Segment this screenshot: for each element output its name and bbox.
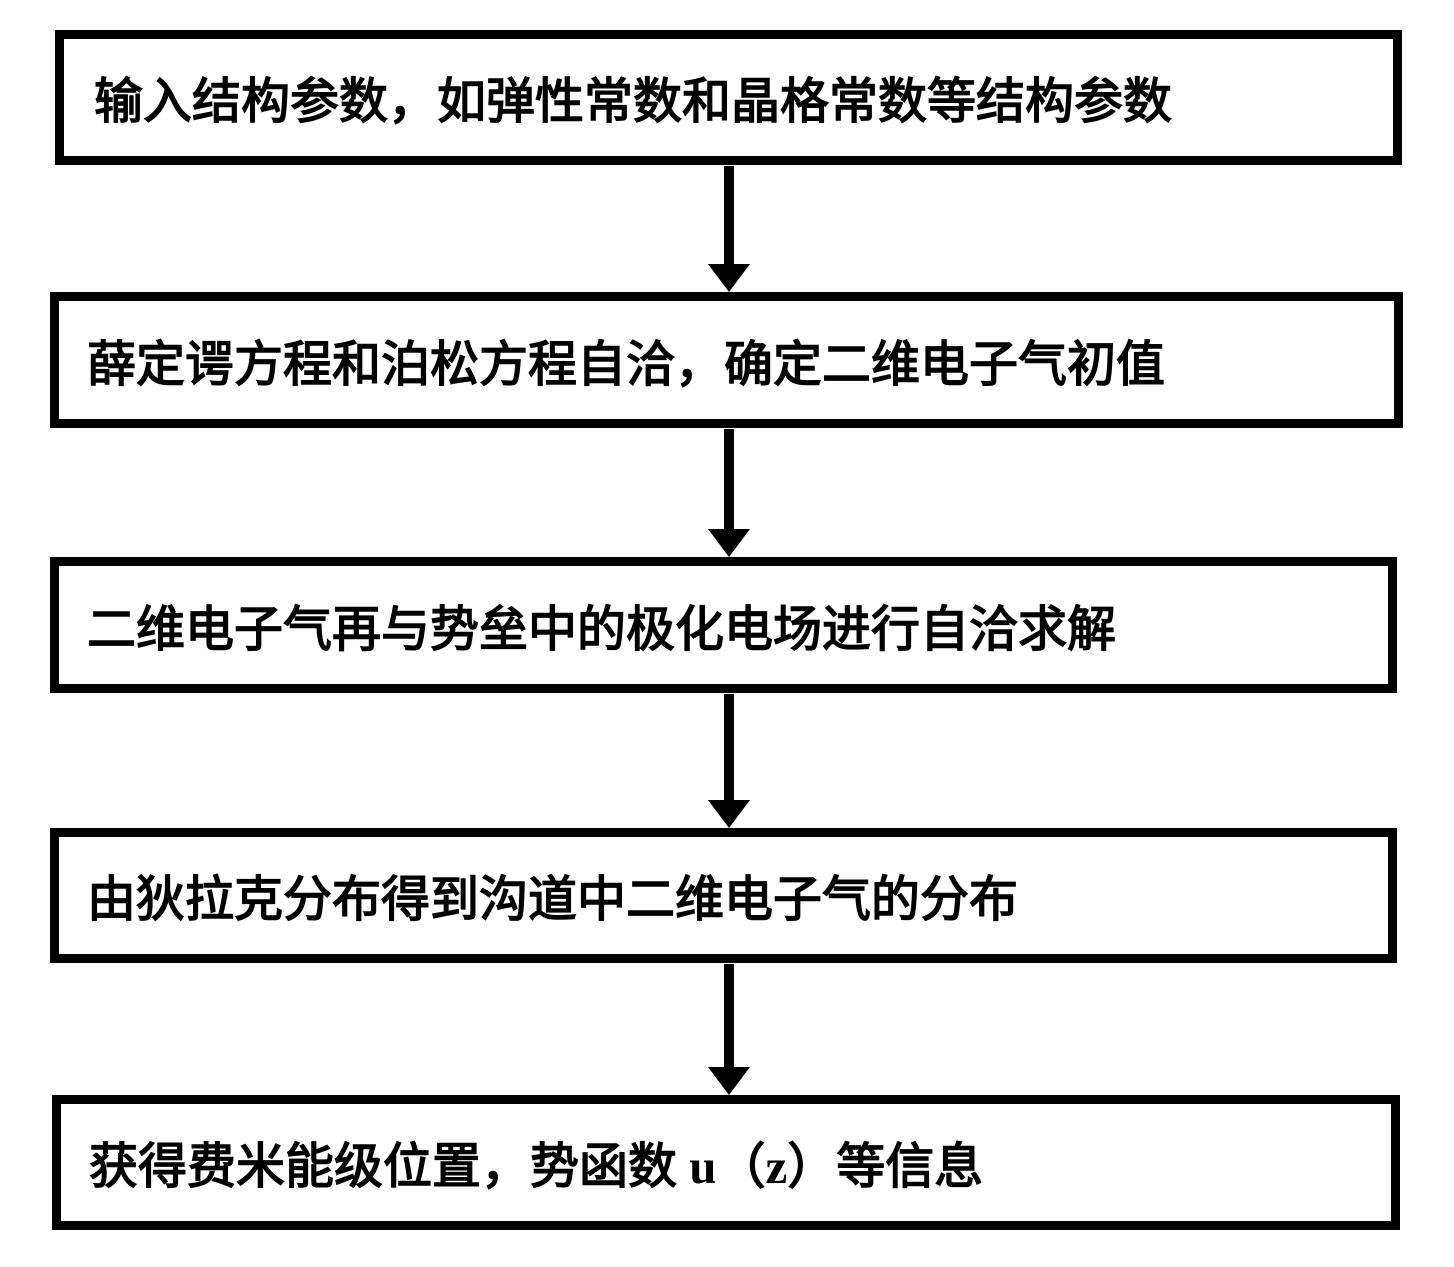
flow-node-1: 输入结构参数，如弹性常数和晶格常数等结构参数 bbox=[55, 30, 1402, 165]
flow-arrow-2-line bbox=[724, 429, 734, 529]
flow-node-4-label: 由狄拉克分布得到沟道中二维电子气的分布 bbox=[87, 860, 1018, 931]
flow-node-5: 获得费米能级位置，势函数 u（z）等信息 bbox=[52, 1095, 1400, 1230]
flow-arrow-2-head bbox=[708, 529, 750, 557]
flow-node-5-label: 获得费米能级位置，势函数 u（z）等信息 bbox=[89, 1127, 983, 1198]
flow-arrow-4-line bbox=[724, 964, 734, 1067]
flow-arrow-4-head bbox=[708, 1067, 750, 1095]
flow-arrow-3-line bbox=[724, 694, 734, 800]
flowchart-container: 输入结构参数，如弹性常数和晶格常数等结构参数 薛定谔方程和泊松方程自洽，确定二维… bbox=[0, 0, 1454, 1267]
flow-arrow-1-line bbox=[724, 166, 734, 266]
flow-node-1-label: 输入结构参数，如弹性常数和晶格常数等结构参数 bbox=[94, 62, 1172, 133]
flow-arrow-1-head bbox=[708, 264, 750, 292]
flow-node-4: 由狄拉克分布得到沟道中二维电子气的分布 bbox=[50, 828, 1397, 963]
flow-arrow-3-head bbox=[708, 800, 750, 828]
flow-node-2-label: 薛定谔方程和泊松方程自洽，确定二维电子气初值 bbox=[87, 325, 1165, 396]
flow-node-3-label: 二维电子气再与势垒中的极化电场进行自洽求解 bbox=[87, 590, 1116, 661]
flow-node-2: 薛定谔方程和泊松方程自洽，确定二维电子气初值 bbox=[50, 292, 1403, 428]
flow-node-3: 二维电子气再与势垒中的极化电场进行自洽求解 bbox=[50, 557, 1397, 693]
